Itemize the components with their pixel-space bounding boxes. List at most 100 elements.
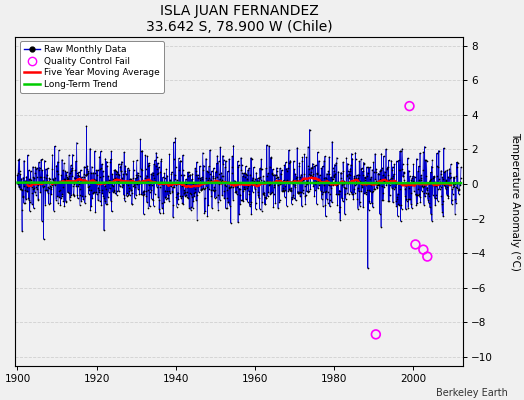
Point <box>209 175 217 182</box>
Point <box>270 171 279 178</box>
Point <box>356 166 365 172</box>
Point <box>383 178 391 184</box>
Point <box>454 186 463 193</box>
Point <box>226 184 235 191</box>
Point <box>189 198 198 204</box>
Point <box>178 193 186 199</box>
Point <box>362 189 370 196</box>
Point <box>14 181 22 188</box>
Point <box>48 182 56 188</box>
Point <box>74 183 82 189</box>
Point <box>237 162 246 168</box>
Point <box>77 167 85 173</box>
Point <box>148 172 157 179</box>
Point <box>206 147 214 153</box>
Point <box>267 154 275 161</box>
Point <box>242 163 250 170</box>
Point <box>133 157 141 164</box>
Point <box>299 186 307 193</box>
Point <box>405 196 413 202</box>
Point <box>167 171 176 177</box>
Point <box>407 176 416 183</box>
Point <box>388 167 397 174</box>
Point <box>417 172 425 178</box>
Point <box>410 180 419 186</box>
Point <box>310 193 319 199</box>
Point <box>202 175 211 182</box>
Point <box>373 184 381 190</box>
Point <box>214 198 222 205</box>
Point <box>137 148 145 154</box>
Point <box>345 175 354 182</box>
Point <box>170 172 179 178</box>
Point <box>391 184 399 190</box>
Point <box>370 186 379 192</box>
Point <box>91 209 100 216</box>
Point <box>79 178 87 185</box>
Point <box>455 187 464 194</box>
Point <box>191 165 199 172</box>
Point <box>214 206 223 213</box>
Point <box>193 172 202 178</box>
Point <box>145 182 153 188</box>
Point <box>280 194 289 200</box>
Point <box>451 195 460 202</box>
Point <box>93 191 101 198</box>
Point <box>426 176 434 183</box>
Point <box>199 150 207 156</box>
Point <box>86 145 94 152</box>
Point <box>368 166 376 173</box>
Point <box>309 160 317 167</box>
Point <box>266 181 275 187</box>
Point <box>363 173 371 180</box>
Point <box>278 167 286 173</box>
Point <box>403 155 412 161</box>
Point <box>294 189 303 195</box>
Point <box>253 180 261 186</box>
Point <box>58 156 66 163</box>
Point <box>171 175 179 182</box>
Point <box>289 158 298 164</box>
Point <box>326 203 334 210</box>
Point <box>286 187 294 194</box>
Point <box>319 163 327 170</box>
Point <box>38 167 47 174</box>
Point <box>116 183 124 189</box>
Point <box>415 191 423 198</box>
Point <box>320 189 329 195</box>
Point <box>230 181 238 187</box>
Point <box>380 178 389 184</box>
Point <box>401 192 409 199</box>
Point <box>286 159 294 166</box>
Point <box>147 196 156 202</box>
Point <box>248 182 256 188</box>
Point <box>301 192 309 199</box>
Point <box>179 152 187 158</box>
Point <box>334 191 342 197</box>
Point <box>240 184 248 190</box>
Point <box>231 177 239 184</box>
Point <box>199 167 208 174</box>
Point <box>226 184 234 190</box>
Point <box>166 179 174 186</box>
Point <box>79 174 88 180</box>
Point <box>298 158 307 164</box>
Point <box>37 156 46 162</box>
Point <box>210 184 219 190</box>
Point <box>211 174 220 181</box>
Point <box>196 176 204 183</box>
Point <box>174 196 182 202</box>
Point <box>232 188 240 195</box>
Point <box>100 180 108 187</box>
Point <box>445 174 454 181</box>
Point <box>132 172 140 178</box>
Point <box>112 168 120 174</box>
Point <box>15 156 24 162</box>
Point <box>158 200 166 206</box>
Point <box>377 166 385 173</box>
Point <box>173 201 182 207</box>
Point <box>30 189 39 196</box>
Point <box>17 186 25 192</box>
Point <box>313 170 321 176</box>
Point <box>260 192 268 198</box>
